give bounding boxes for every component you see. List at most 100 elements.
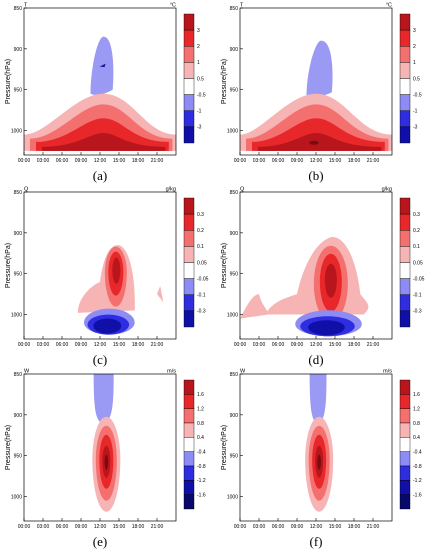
colorbar-box [183, 451, 195, 467]
negative-region [93, 374, 114, 425]
colorbar-box [399, 394, 411, 409]
unit-label: m/s [167, 369, 176, 375]
unit-label: g/kg [166, 187, 176, 193]
panel-caption: (a) [93, 168, 107, 183]
x-tick-label: 00:00 [234, 342, 247, 348]
y-tick-label: 900 [230, 413, 239, 419]
y-tick-label: 900 [14, 47, 23, 53]
y-tick-label: 900 [14, 231, 23, 237]
colorbar-box [183, 394, 195, 409]
y-tick-label: 950 [230, 272, 239, 278]
positive-core [309, 140, 319, 145]
y-tick-label: 850 [14, 190, 23, 196]
colorbar-box [399, 294, 411, 312]
colorbar-label: 3 [413, 28, 416, 34]
x-tick-label: 15:00 [329, 524, 342, 530]
x-tick-label: 21:00 [367, 524, 380, 530]
colorbar-label: -1 [197, 109, 202, 115]
panel-caption: (c) [93, 352, 107, 367]
colorbar-box [399, 213, 411, 231]
x-tick-label: 00:00 [234, 524, 247, 530]
colorbar-label: -0.5 [413, 92, 422, 98]
x-tick-label: 06:00 [272, 524, 285, 530]
variable-label: Q [240, 187, 245, 193]
variable-label: Q [24, 187, 29, 193]
x-tick-label: 06:00 [56, 524, 69, 530]
y-axis-label: Pressure(hPa) [5, 425, 12, 470]
colorbar-box [183, 46, 195, 63]
colorbar-label: -3 [413, 125, 418, 131]
x-tick-label: 06:00 [272, 342, 285, 348]
colorbar-box [183, 494, 195, 510]
x-tick-label: 12:00 [310, 524, 323, 530]
y-tick-label: 900 [230, 231, 239, 237]
y-tick-label: 850 [14, 6, 23, 12]
colorbar-box [183, 29, 195, 47]
colorbar: 1.6 1.2 0.8 0.4 -0.4 -0.8 -1.2 -1.6 [183, 379, 206, 510]
colorbar-label: 0.05 [197, 260, 207, 266]
negative-region [306, 40, 333, 98]
positive-level-3 [258, 132, 382, 151]
x-tick-label: 09:00 [291, 342, 304, 348]
x-tick-label: 03:00 [253, 524, 266, 530]
panel-caption: (f) [310, 534, 323, 549]
colorbar-label: -0.05 [413, 276, 425, 282]
y-tick-label: 850 [230, 190, 239, 196]
x-tick-label: 18:00 [348, 342, 361, 348]
colorbar-label: 2 [197, 44, 200, 50]
x-tick-label: 06:00 [56, 158, 69, 164]
x-tick-label: 21:00 [151, 342, 164, 348]
x-tick-label: 18:00 [132, 158, 145, 164]
colorbar-box [183, 379, 195, 395]
y-axis-label: Pressure(hPa) [221, 59, 228, 104]
y-tick-label: 950 [230, 88, 239, 94]
colorbar-box [399, 379, 411, 395]
colorbar-box [399, 197, 411, 215]
colorbar-label: 3 [197, 28, 200, 34]
x-tick-label: 06:00 [272, 158, 285, 164]
y-tick-label: 1000 [227, 495, 238, 501]
colorbar-label: -1.6 [413, 492, 422, 498]
x-tick-label: 18:00 [348, 524, 361, 530]
y-tick-label: 850 [230, 372, 239, 378]
y-axis-label: Pressure(hPa) [221, 243, 228, 288]
y-axis-label: Pressure(hPa) [5, 59, 12, 104]
positive-level-4 [104, 454, 109, 470]
y-tick-label: 1000 [227, 313, 238, 319]
negative-level-2 [308, 320, 345, 336]
colorbar-box [183, 408, 195, 424]
colorbar-box [399, 422, 411, 438]
colorbar-box [399, 262, 411, 279]
x-tick-label: 12:00 [94, 158, 107, 164]
colorbar-label: 1.2 [197, 406, 204, 412]
unit-label: g/kg [382, 187, 392, 193]
colorbar-label: 0.05 [413, 260, 423, 266]
unit-label: m/s [383, 369, 392, 375]
colorbar-label: 0.4 [197, 435, 204, 441]
y-tick-label: 850 [230, 6, 239, 12]
colorbar-box [183, 197, 195, 215]
x-tick-label: 12:00 [310, 342, 323, 348]
colorbar-box [183, 465, 195, 481]
unit-label: °C [170, 3, 176, 9]
colorbar-label: -1 [413, 109, 418, 115]
colorbar-label: -0.8 [197, 464, 206, 470]
x-tick-label: 00:00 [234, 158, 247, 164]
colorbar-box [399, 437, 411, 452]
chart-panel-b: 850 900 950 1000 00:00 03:00 06:00 09:00 12:00 15… [221, 3, 422, 184]
colorbar-box [399, 46, 411, 63]
x-tick-label: 18:00 [132, 524, 145, 530]
x-tick-label: 03:00 [37, 524, 50, 530]
x-tick-label: 15:00 [113, 342, 126, 348]
x-tick-label: 18:00 [132, 342, 145, 348]
colorbar-box [183, 246, 195, 263]
colorbar-label: 0.2 [413, 228, 420, 234]
y-tick-label: 900 [230, 47, 239, 53]
colorbar: 1.6 1.2 0.8 0.4 -0.4 -0.8 -1.2 -1.6 [399, 379, 422, 510]
colorbar-box [183, 78, 195, 95]
x-tick-label: 21:00 [151, 524, 164, 530]
chart-panel-c: 850 900 950 1000 00:00 03:00 06:00 09:00 12:00 15… [5, 187, 209, 368]
colorbar-box [399, 62, 411, 79]
x-tick-label: 15:00 [329, 342, 342, 348]
x-tick-label: 09:00 [75, 158, 88, 164]
